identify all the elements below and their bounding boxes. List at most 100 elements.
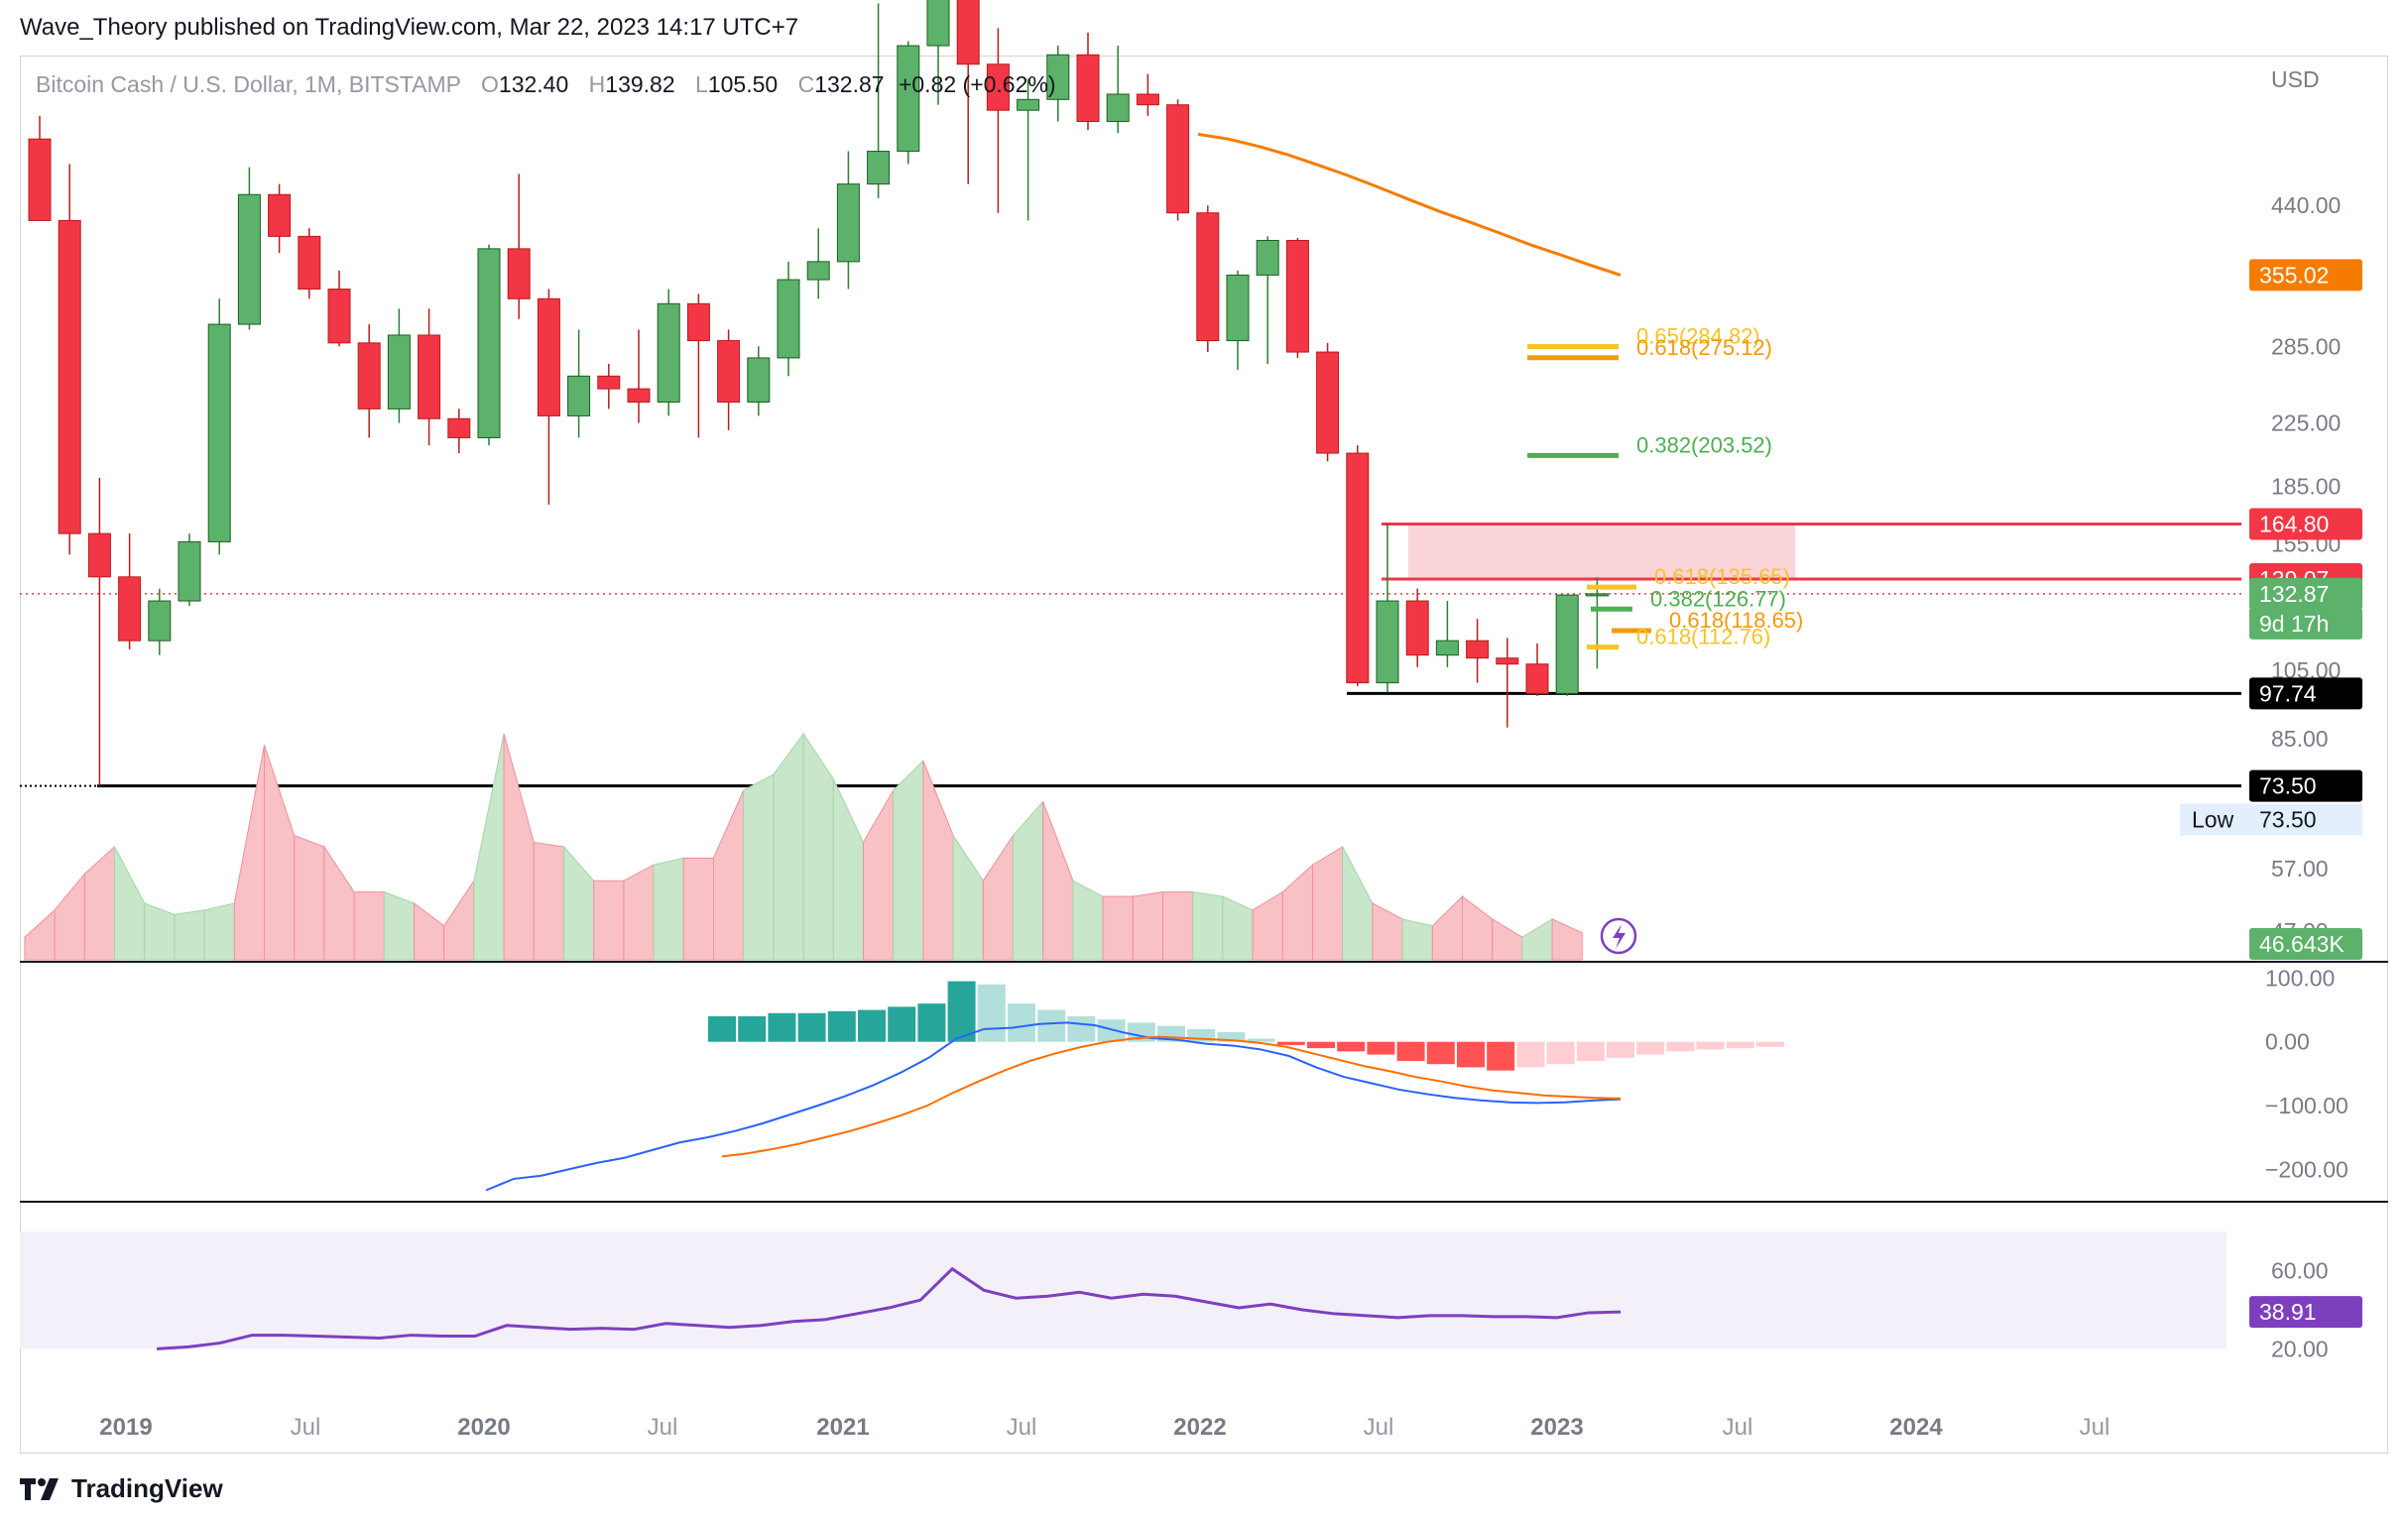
candle-body (1166, 104, 1190, 214)
candle-body (897, 45, 920, 153)
volume-area (893, 760, 924, 961)
low-tag-value: 73.50 (2259, 807, 2317, 833)
volume-area (414, 901, 445, 961)
author-name[interactable]: Wave_Theory (20, 14, 168, 41)
time-axis-tick: 2020 (457, 1414, 510, 1441)
candle-body (597, 375, 621, 390)
volume-area (533, 841, 564, 961)
tradingview-logo[interactable]: TradingView (20, 1473, 223, 1504)
macd-histogram-bar (738, 1016, 767, 1042)
candle (387, 308, 411, 423)
volume-area (1401, 918, 1433, 961)
candle-body (1376, 600, 1399, 684)
volume-area (233, 745, 265, 961)
ohlc-legend: Bitcoin Cash / U.S. Dollar, 1M, BITSTAMP… (36, 71, 1056, 98)
volume-area (1013, 800, 1044, 961)
candle (867, 3, 891, 198)
volume-area (982, 833, 1014, 961)
candle (627, 329, 651, 423)
close-label: C (797, 71, 815, 97)
price-tag-label: 132.87 (2259, 581, 2329, 607)
price-tag: 97.74 (2249, 677, 2362, 710)
candle-body (867, 151, 891, 185)
macd-histogram-bar (1666, 1041, 1695, 1052)
macd-histogram-bar (1726, 1041, 1754, 1049)
candle-body (237, 193, 261, 325)
open-value: 132.40 (498, 71, 569, 97)
lightning-glyph (1613, 924, 1625, 949)
fib-level-label: 0.618(275.12) (1636, 335, 1772, 360)
currency-label: USD (2271, 66, 2320, 92)
candle-body (58, 219, 81, 534)
candle (1376, 524, 1399, 693)
candle-body (507, 248, 531, 299)
macd-histogram-bar (1636, 1041, 1665, 1055)
candle-body (567, 375, 591, 416)
macd-histogram-bar (1247, 1038, 1275, 1042)
candle-body (1525, 663, 1549, 694)
candle (1226, 270, 1250, 371)
volume-area (54, 872, 85, 961)
volume-area (1372, 902, 1403, 961)
candle (747, 346, 771, 416)
volume-area (383, 890, 415, 961)
candle-body (1466, 640, 1490, 659)
price-axis-tick: 57.00 (2271, 856, 2329, 881)
fib-level-label: 0.618(118.65) (1669, 608, 1803, 633)
price-tag: 355.02 (2249, 259, 2362, 292)
candle (28, 115, 52, 221)
volume-area (353, 891, 385, 961)
price-tag-bg (2249, 677, 2362, 710)
candle-body (148, 600, 172, 642)
volume-area (922, 760, 954, 961)
fib-level-label: 0.65(284.82) (1636, 323, 1760, 348)
price-tag-label: 97.74 (2259, 680, 2317, 706)
candle (1316, 342, 1340, 462)
macd-histogram-bar (888, 1006, 916, 1042)
macd-histogram-bar (917, 1003, 946, 1042)
time-axis-tick: 2023 (1530, 1414, 1583, 1441)
symbol-title: Bitcoin Cash / U.S. Dollar, 1M, BITSTAMP (36, 71, 461, 97)
time-axis-tick: Jul (1364, 1414, 1394, 1441)
volume-area (83, 845, 115, 961)
candle (268, 183, 292, 254)
price-tag: 9d 17h (2249, 607, 2362, 640)
price-tag: 73.50 (2249, 769, 2362, 802)
macd-histogram-bar (858, 1009, 886, 1042)
price-tag: 132.87 (2249, 577, 2362, 610)
volume-area (1312, 846, 1344, 961)
candle-body (1017, 98, 1040, 111)
candle-body (926, 0, 950, 47)
volume-area (114, 846, 146, 961)
candle (806, 228, 830, 299)
published-text: published on TradingView.com, Mar 22, 20… (174, 14, 799, 41)
candle-body (836, 183, 860, 263)
high-label: H (588, 71, 606, 97)
price-tag-label: 73.50 (2259, 773, 2317, 799)
candle (1496, 638, 1519, 728)
time-axis-tick: 2021 (816, 1414, 869, 1441)
candle (1555, 594, 1579, 696)
candle (1106, 46, 1130, 134)
macd-histogram-bar (1607, 1041, 1634, 1058)
candle (237, 167, 261, 330)
candle-body (418, 334, 441, 419)
candle (567, 329, 591, 438)
volume-area (174, 909, 205, 961)
macd-histogram-bar (1516, 1041, 1545, 1068)
candle (986, 28, 1010, 213)
volume-area (443, 878, 475, 961)
volume-area (1042, 801, 1074, 961)
low-value: 105.50 (707, 71, 779, 97)
volume-area (1162, 891, 1194, 961)
candle (1585, 577, 1609, 669)
candle-body (118, 576, 142, 642)
time-axis-tick: 2022 (1173, 1414, 1226, 1441)
rsi-line (156, 1266, 1622, 1350)
volume-area (1492, 918, 1523, 961)
candle-body (686, 302, 710, 342)
candle (298, 228, 321, 299)
candle-body (327, 289, 351, 344)
rsi-axis-tick: 20.00 (2271, 1336, 2329, 1361)
